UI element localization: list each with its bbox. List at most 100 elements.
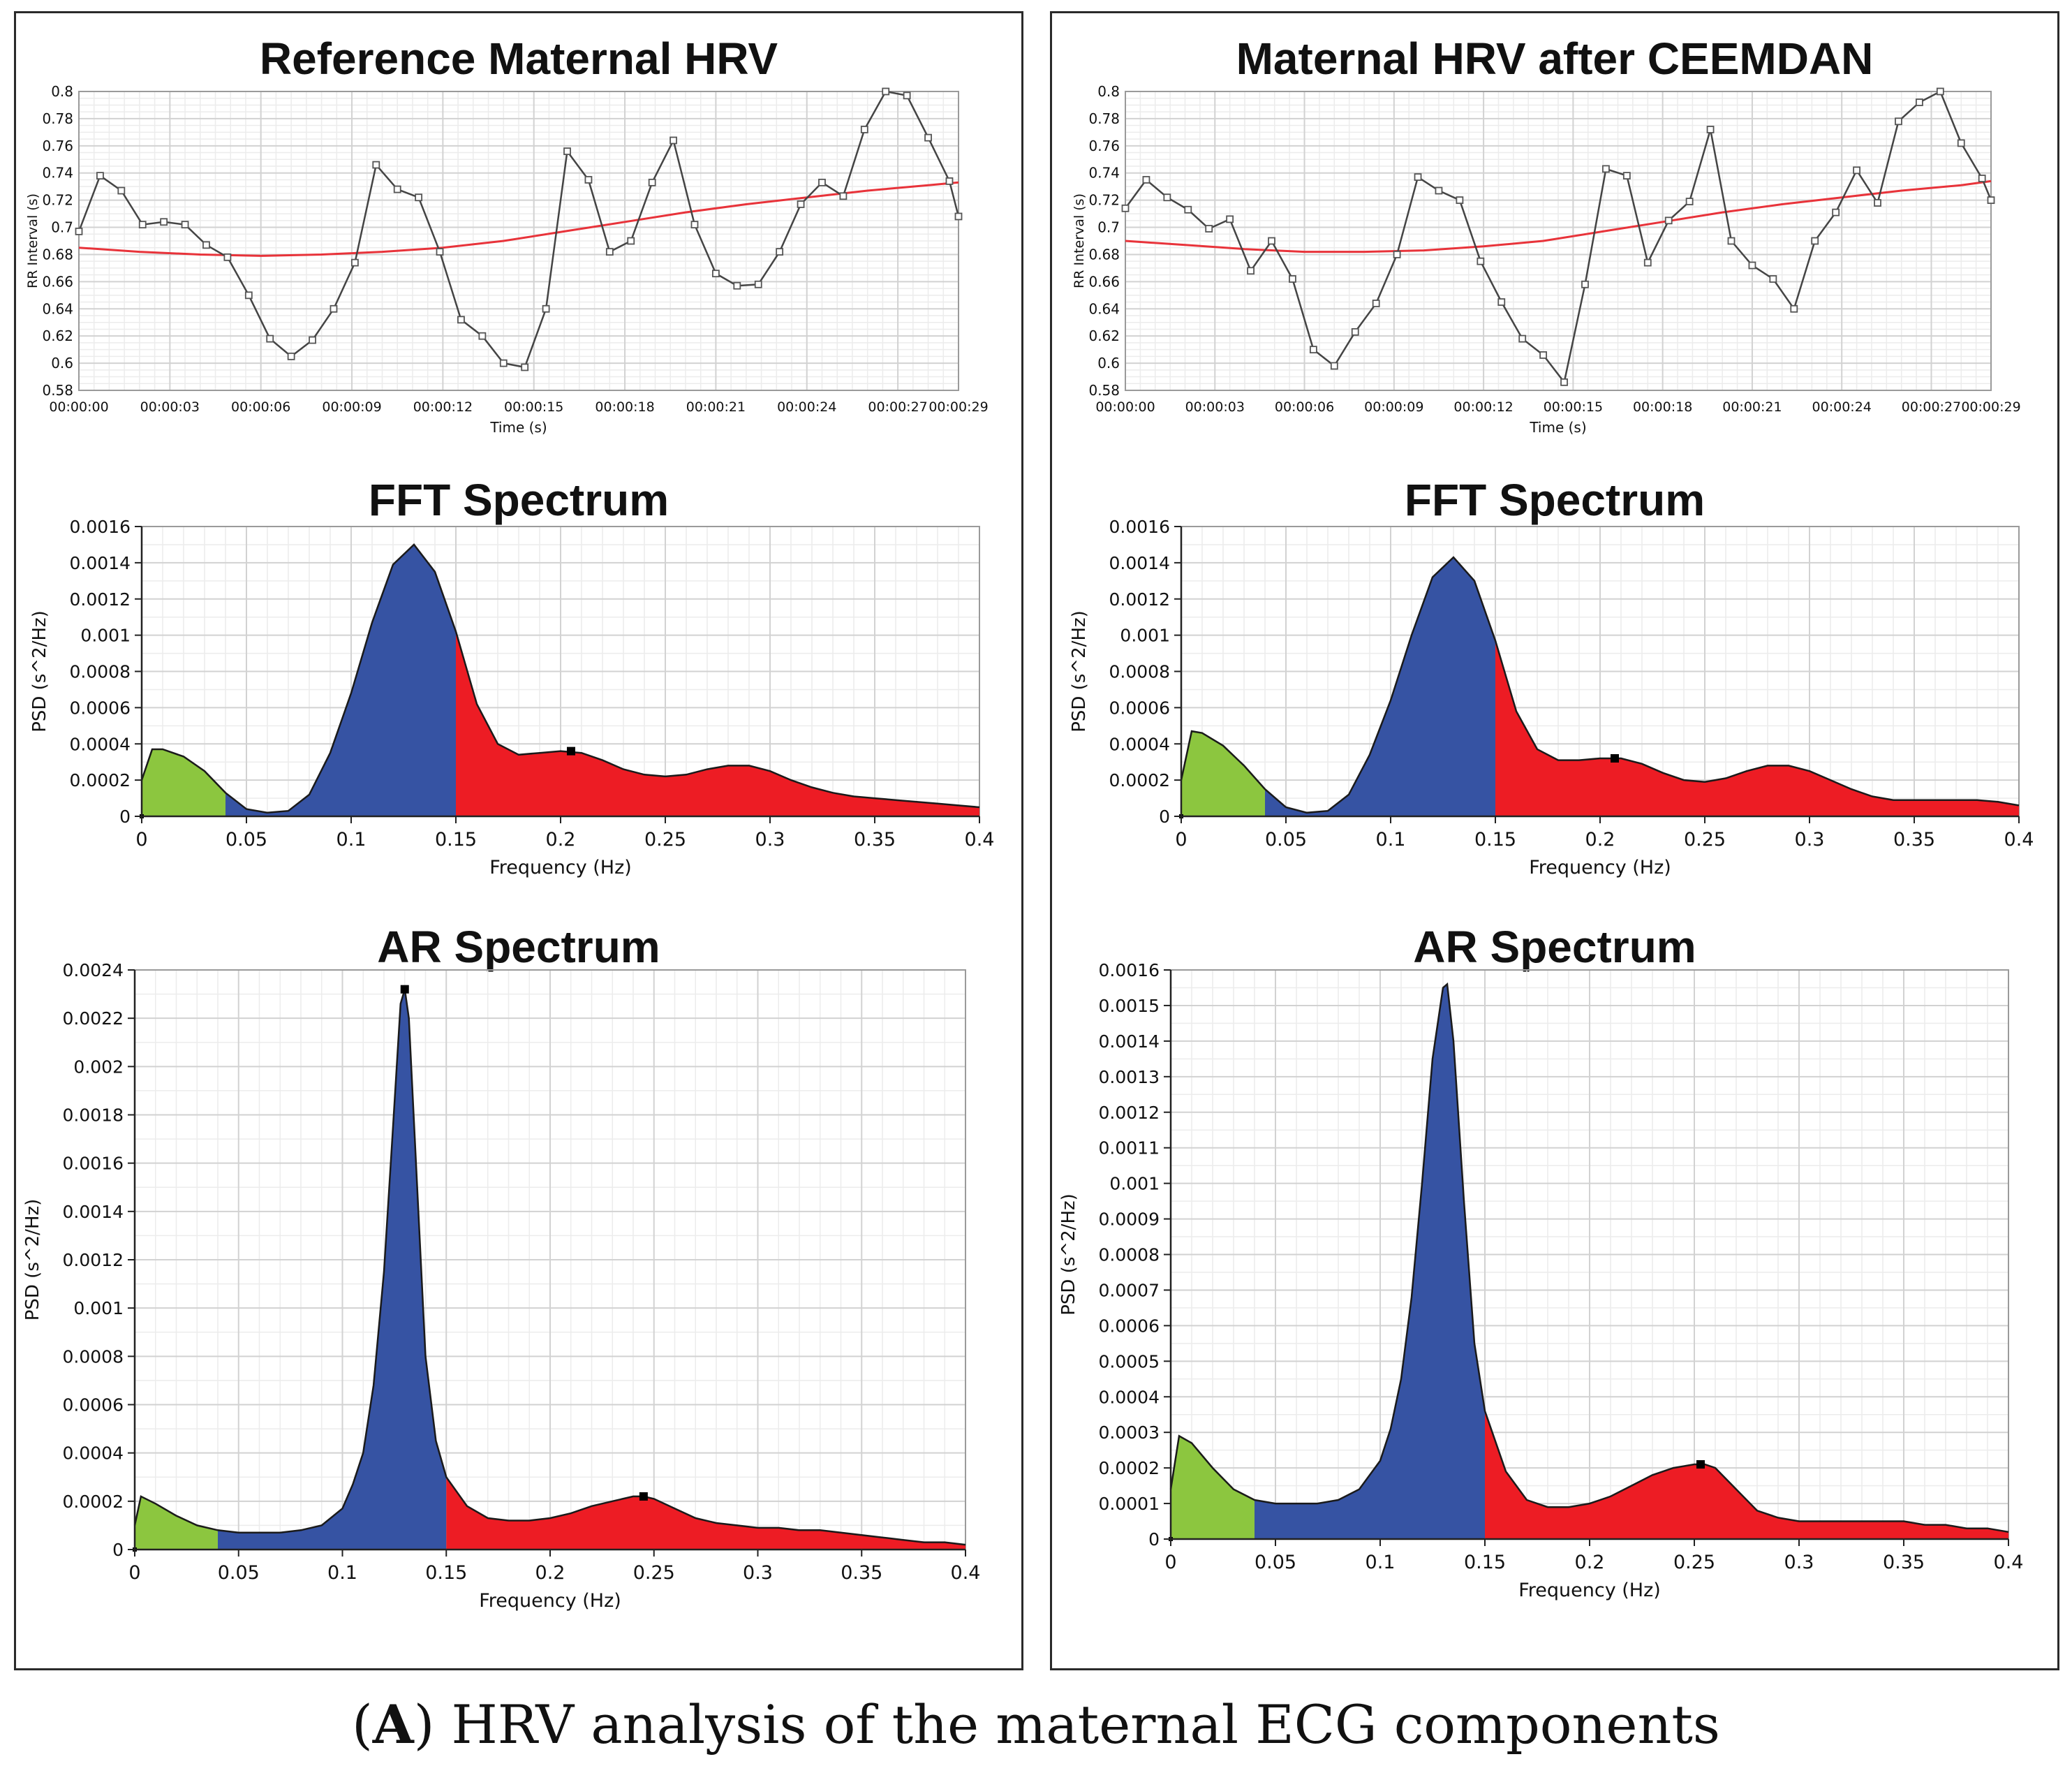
x-tick-label: 00:00:15 bbox=[1544, 399, 1603, 415]
x-tick-label: 0.35 bbox=[1893, 829, 1935, 851]
rr-data-point bbox=[1268, 237, 1275, 245]
rr-data-point bbox=[1706, 126, 1715, 133]
peak-marker bbox=[567, 746, 575, 756]
y-tick-label: 0.72 bbox=[1088, 192, 1120, 209]
x-tick-label: 0.2 bbox=[1585, 829, 1615, 851]
x-tick-label: 0.4 bbox=[965, 829, 995, 851]
y-tick-label: 0.6 bbox=[1097, 355, 1120, 371]
rr-data-point bbox=[1121, 204, 1130, 212]
x-tick-label: 0.3 bbox=[755, 829, 785, 851]
rr-chart-title: Maternal HRV after CEEMDAN bbox=[1236, 34, 1874, 84]
spectrum-outline bbox=[1169, 982, 2009, 1533]
rr-data-point bbox=[818, 178, 826, 186]
x-tick-label: 0.05 bbox=[1265, 829, 1307, 851]
y-tick-label: 0.62 bbox=[42, 328, 73, 344]
x-axis-label: Frequency (Hz) bbox=[1529, 857, 1671, 878]
rr-data-point bbox=[1664, 216, 1673, 225]
rr-data-point bbox=[1226, 215, 1234, 223]
y-tick-label: 0 bbox=[1148, 1529, 1160, 1550]
fft-chart: 0 0.05 0.1 0.15 0.2 0.25 0.3 0.35 0.4 0 0.0002 0.00… bbox=[29, 517, 994, 878]
x-tick-label: 0.05 bbox=[225, 829, 267, 851]
ar-chart-title: AR Spectrum bbox=[377, 922, 660, 972]
x-tick-label: 0.25 bbox=[633, 1562, 675, 1584]
rr-data-point bbox=[457, 316, 465, 324]
x-tick-label: 00:00:06 bbox=[1275, 399, 1334, 415]
y-tick-label: 0.0012 bbox=[1099, 1103, 1160, 1123]
rr-data-point bbox=[330, 304, 338, 313]
band-vlf-area bbox=[1181, 731, 1265, 816]
y-tick-label: 0.78 bbox=[42, 110, 73, 127]
y-tick-label: 0.0014 bbox=[63, 1202, 124, 1222]
rr-data-point bbox=[627, 237, 635, 245]
band-vlf-area bbox=[1171, 1436, 1255, 1539]
x-tick-label: 00:00:03 bbox=[1185, 399, 1245, 415]
band-lf-area bbox=[1255, 984, 1485, 1539]
x-tick-label: 00:00:18 bbox=[1633, 399, 1692, 415]
y-tick-label: 0.0011 bbox=[1099, 1138, 1160, 1158]
x-tick-label: 0.2 bbox=[1575, 1552, 1605, 1573]
rr-data-point bbox=[882, 87, 890, 96]
rr-data-point bbox=[1247, 267, 1255, 275]
y-tick-label: 0.0014 bbox=[1109, 553, 1170, 573]
rr-data-point bbox=[223, 253, 232, 261]
y-tick-label: 0.0016 bbox=[1099, 960, 1160, 980]
y-tick-label: 0.68 bbox=[1088, 246, 1120, 263]
x-tick-label: 00:00:09 bbox=[322, 399, 381, 415]
rr-data-point bbox=[1184, 205, 1192, 214]
rr-data-point bbox=[1142, 176, 1150, 184]
rr-data-point bbox=[1289, 275, 1296, 283]
x-tick-label: 0.1 bbox=[1376, 829, 1406, 851]
x-tick-label: 00:00:29 bbox=[1961, 399, 2020, 415]
x-tick-label: 0.4 bbox=[951, 1562, 981, 1584]
x-tick-label: 0.05 bbox=[1255, 1552, 1296, 1573]
y-tick-label: 0.8 bbox=[51, 83, 73, 100]
rr-data-point bbox=[776, 248, 784, 256]
rr-data-point bbox=[478, 332, 487, 340]
rr-data-point bbox=[1915, 98, 1923, 106]
y-tick-label: 0.0003 bbox=[1099, 1422, 1160, 1443]
ar-chart: 0 0.05 0.1 0.15 0.2 0.25 0.3 0.35 0.4 0 0.0001 0.00… bbox=[1058, 960, 2023, 1601]
x-tick-label: 0.25 bbox=[1673, 1552, 1715, 1573]
figure-caption: (A) HRV analysis of the maternal ECG com… bbox=[352, 1693, 1720, 1756]
rr-data-point bbox=[648, 178, 656, 186]
x-tick-label: 0.35 bbox=[854, 829, 896, 851]
rr-data-point bbox=[860, 126, 868, 133]
x-axis-label: Time (s) bbox=[489, 419, 547, 436]
rr-data-point bbox=[797, 200, 805, 208]
x-tick-label: 0.25 bbox=[1684, 829, 1726, 851]
y-tick-label: 0.0022 bbox=[63, 1008, 124, 1029]
rr-data-point bbox=[584, 176, 593, 184]
rr-data-point bbox=[287, 352, 295, 360]
y-tick-label: 0.76 bbox=[1088, 138, 1120, 154]
y-axis-label: RR Interval (s) bbox=[25, 193, 40, 288]
rr-data-point bbox=[1560, 378, 1568, 386]
x-tick-label: 00:00:18 bbox=[595, 399, 654, 415]
y-tick-label: 0.0006 bbox=[70, 698, 131, 718]
rr-data-point bbox=[1748, 261, 1756, 270]
x-tick-label: 0.35 bbox=[1883, 1552, 1925, 1573]
y-tick-label: 0.64 bbox=[1088, 300, 1120, 317]
y-tick-label: 0 bbox=[1159, 807, 1170, 827]
x-tick-label: 00:00:12 bbox=[413, 399, 473, 415]
x-tick-label: 00:00:12 bbox=[1453, 399, 1513, 415]
y-tick-label: 0.68 bbox=[42, 246, 73, 263]
y-tick-label: 0.76 bbox=[42, 138, 73, 154]
rr-data-point bbox=[1351, 328, 1359, 336]
x-tick-label: 00:00:27 bbox=[1902, 399, 1961, 415]
y-axis-label: PSD (s^2/Hz) bbox=[22, 1199, 43, 1321]
y-tick-label: 0.0004 bbox=[1109, 734, 1170, 754]
rr-data-point bbox=[1330, 362, 1338, 370]
band-hf-area bbox=[1495, 640, 2019, 816]
band-hf-area bbox=[446, 1477, 965, 1550]
y-axis-label: PSD (s^2/Hz) bbox=[29, 610, 50, 733]
peak-marker bbox=[400, 985, 409, 994]
x-tick-label: 00:00:00 bbox=[1095, 399, 1155, 415]
rr-data-point bbox=[1477, 257, 1485, 265]
rr-data-point bbox=[1309, 346, 1317, 354]
band-vlf-area bbox=[135, 1496, 218, 1550]
x-tick-label: 0 bbox=[135, 829, 147, 851]
rr-data-point bbox=[690, 221, 699, 229]
y-tick-label: 0.001 bbox=[80, 626, 131, 646]
fft-chart: 0 0.05 0.1 0.15 0.2 0.25 0.3 0.35 0.4 0 0.0002 0.00… bbox=[1069, 517, 2034, 878]
y-tick-label: 0.001 bbox=[1109, 1174, 1160, 1194]
